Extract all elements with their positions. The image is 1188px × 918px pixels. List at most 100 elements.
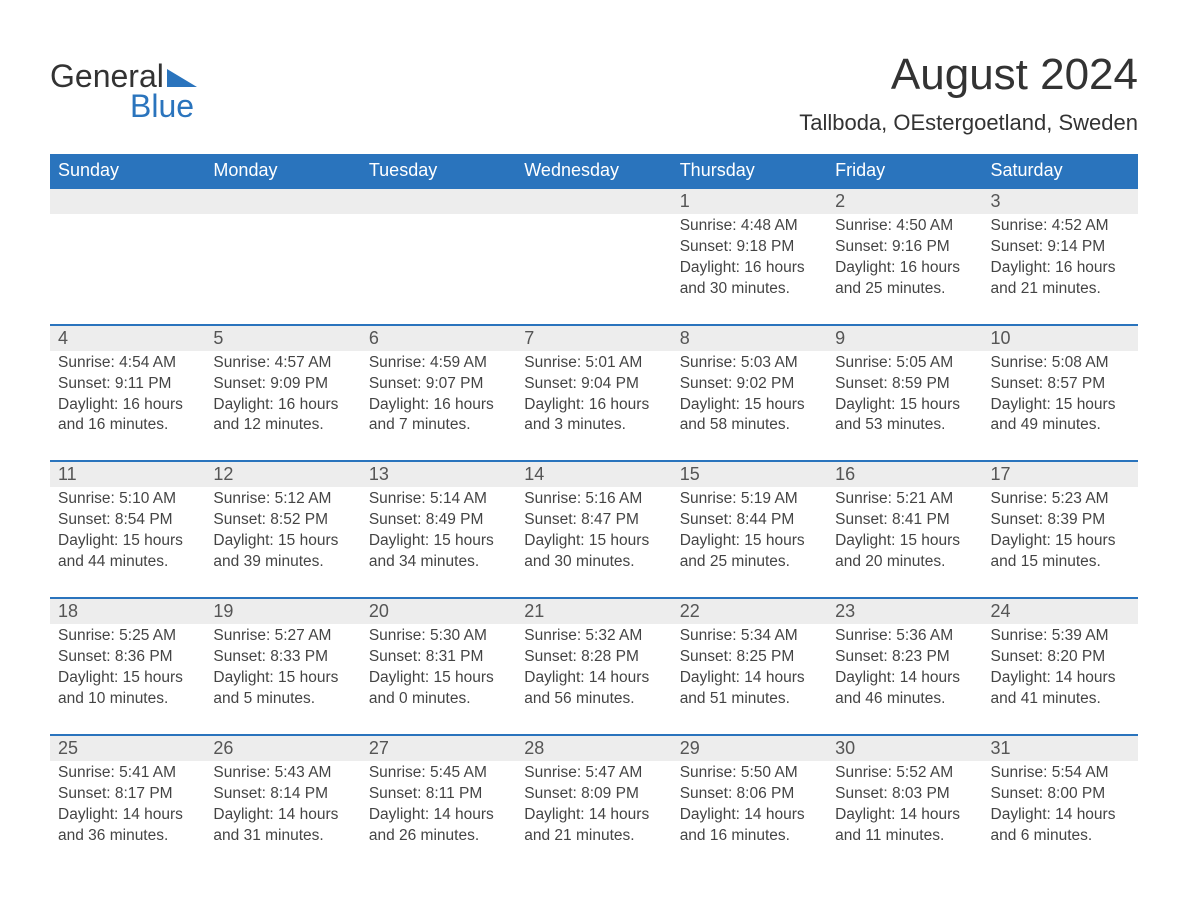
day-body-cell: Sunrise: 5:54 AMSunset: 8:00 PMDaylight:… — [983, 761, 1138, 855]
weekday-saturday: Saturday — [983, 154, 1138, 188]
sunset-line: Sunset: 8:39 PM — [991, 510, 1130, 531]
daylight-line-2: and 10 minutes. — [58, 689, 197, 710]
sunrise-line: Sunrise: 5:05 AM — [835, 353, 974, 374]
sunset-line: Sunset: 9:04 PM — [524, 374, 663, 395]
day-body-cell: Sunrise: 5:14 AMSunset: 8:49 PMDaylight:… — [361, 487, 516, 598]
daylight-line-2: and 21 minutes. — [524, 826, 663, 847]
day-number: 15 — [680, 464, 700, 484]
day-body-cell: Sunrise: 5:52 AMSunset: 8:03 PMDaylight:… — [827, 761, 982, 855]
sunrise-line: Sunrise: 4:54 AM — [58, 353, 197, 374]
day-number-cell: 31 — [983, 735, 1138, 761]
sunrise-line: Sunrise: 5:34 AM — [680, 626, 819, 647]
daylight-line-1: Daylight: 15 hours — [524, 531, 663, 552]
day-number-cell: 29 — [672, 735, 827, 761]
daylight-line-2: and 44 minutes. — [58, 552, 197, 573]
day-number-cell: 23 — [827, 598, 982, 624]
day-number-cell: 2 — [827, 188, 982, 214]
daylight-line-2: and 34 minutes. — [369, 552, 508, 573]
sunrise-line: Sunrise: 5:21 AM — [835, 489, 974, 510]
day-number: 18 — [58, 601, 78, 621]
sunset-line: Sunset: 8:41 PM — [835, 510, 974, 531]
day-number-cell: 24 — [983, 598, 1138, 624]
month-title: August 2024 — [799, 50, 1138, 100]
calendar-page: General Blue August 2024 Tallboda, OEste… — [0, 0, 1188, 918]
day-body-cell: Sunrise: 5:01 AMSunset: 9:04 PMDaylight:… — [516, 351, 671, 462]
daylight-line-2: and 12 minutes. — [213, 415, 352, 436]
day-number: 3 — [991, 191, 1001, 211]
weekday-monday: Monday — [205, 154, 360, 188]
daylight-line-1: Daylight: 16 hours — [680, 258, 819, 279]
sunrise-line: Sunrise: 5:45 AM — [369, 763, 508, 784]
daylight-line-2: and 6 minutes. — [991, 826, 1130, 847]
sunrise-line: Sunrise: 5:50 AM — [680, 763, 819, 784]
daylight-line-1: Daylight: 14 hours — [835, 668, 974, 689]
sunset-line: Sunset: 8:06 PM — [680, 784, 819, 805]
daylight-line-2: and 53 minutes. — [835, 415, 974, 436]
daylight-line-2: and 7 minutes. — [369, 415, 508, 436]
daylight-line-2: and 16 minutes. — [680, 826, 819, 847]
day-number: 27 — [369, 738, 389, 758]
day-number: 9 — [835, 328, 845, 348]
sunset-line: Sunset: 8:14 PM — [213, 784, 352, 805]
day-body-cell: Sunrise: 5:08 AMSunset: 8:57 PMDaylight:… — [983, 351, 1138, 462]
daylight-line-1: Daylight: 16 hours — [835, 258, 974, 279]
sunset-line: Sunset: 9:09 PM — [213, 374, 352, 395]
sunrise-line: Sunrise: 5:36 AM — [835, 626, 974, 647]
day-number: 29 — [680, 738, 700, 758]
day-body-cell: Sunrise: 5:32 AMSunset: 8:28 PMDaylight:… — [516, 624, 671, 735]
daylight-line-2: and 5 minutes. — [213, 689, 352, 710]
week-4-daynum-row: 25262728293031 — [50, 735, 1138, 761]
day-number: 21 — [524, 601, 544, 621]
sunset-line: Sunset: 8:31 PM — [369, 647, 508, 668]
daylight-line-2: and 56 minutes. — [524, 689, 663, 710]
daylight-line-2: and 51 minutes. — [680, 689, 819, 710]
day-body-cell: Sunrise: 5:45 AMSunset: 8:11 PMDaylight:… — [361, 761, 516, 855]
daylight-line-1: Daylight: 14 hours — [524, 805, 663, 826]
day-number: 19 — [213, 601, 233, 621]
day-body-cell: Sunrise: 5:23 AMSunset: 8:39 PMDaylight:… — [983, 487, 1138, 598]
day-number-cell: 8 — [672, 325, 827, 351]
day-body-cell: Sunrise: 5:16 AMSunset: 8:47 PMDaylight:… — [516, 487, 671, 598]
daylight-line-1: Daylight: 15 hours — [213, 531, 352, 552]
day-body-cell: Sunrise: 5:50 AMSunset: 8:06 PMDaylight:… — [672, 761, 827, 855]
sunset-line: Sunset: 9:14 PM — [991, 237, 1130, 258]
sunrise-line: Sunrise: 5:16 AM — [524, 489, 663, 510]
day-number: 7 — [524, 328, 534, 348]
sunrise-line: Sunrise: 5:41 AM — [58, 763, 197, 784]
daylight-line-2: and 3 minutes. — [524, 415, 663, 436]
sunrise-line: Sunrise: 5:39 AM — [991, 626, 1130, 647]
day-number: 14 — [524, 464, 544, 484]
week-1-daynum-row: 45678910 — [50, 325, 1138, 351]
day-number-cell: 26 — [205, 735, 360, 761]
daylight-line-2: and 11 minutes. — [835, 826, 974, 847]
sunset-line: Sunset: 8:33 PM — [213, 647, 352, 668]
day-number-cell: 20 — [361, 598, 516, 624]
daylight-line-1: Daylight: 14 hours — [369, 805, 508, 826]
sunset-line: Sunset: 8:17 PM — [58, 784, 197, 805]
sunset-line: Sunset: 8:20 PM — [991, 647, 1130, 668]
sunset-line: Sunset: 9:02 PM — [680, 374, 819, 395]
day-number-cell: 5 — [205, 325, 360, 351]
day-number-cell: 11 — [50, 461, 205, 487]
header: General Blue August 2024 Tallboda, OEste… — [50, 50, 1138, 136]
sunset-line: Sunset: 8:44 PM — [680, 510, 819, 531]
sunset-line: Sunset: 8:47 PM — [524, 510, 663, 531]
sunrise-line: Sunrise: 5:32 AM — [524, 626, 663, 647]
daylight-line-2: and 30 minutes. — [680, 279, 819, 300]
daylight-line-2: and 36 minutes. — [58, 826, 197, 847]
day-body-cell — [50, 214, 205, 325]
daylight-line-1: Daylight: 14 hours — [835, 805, 974, 826]
day-number: 10 — [991, 328, 1011, 348]
week-1-body-row: Sunrise: 4:54 AMSunset: 9:11 PMDaylight:… — [50, 351, 1138, 462]
day-number: 20 — [369, 601, 389, 621]
sunset-line: Sunset: 8:36 PM — [58, 647, 197, 668]
title-block: August 2024 Tallboda, OEstergoetland, Sw… — [799, 50, 1138, 136]
weekday-header-row: Sunday Monday Tuesday Wednesday Thursday… — [50, 154, 1138, 188]
day-body-cell: Sunrise: 5:19 AMSunset: 8:44 PMDaylight:… — [672, 487, 827, 598]
sunrise-line: Sunrise: 4:50 AM — [835, 216, 974, 237]
sunrise-line: Sunrise: 5:12 AM — [213, 489, 352, 510]
daylight-line-2: and 0 minutes. — [369, 689, 508, 710]
day-body-cell: Sunrise: 5:10 AMSunset: 8:54 PMDaylight:… — [50, 487, 205, 598]
sunset-line: Sunset: 8:03 PM — [835, 784, 974, 805]
day-number: 5 — [213, 328, 223, 348]
